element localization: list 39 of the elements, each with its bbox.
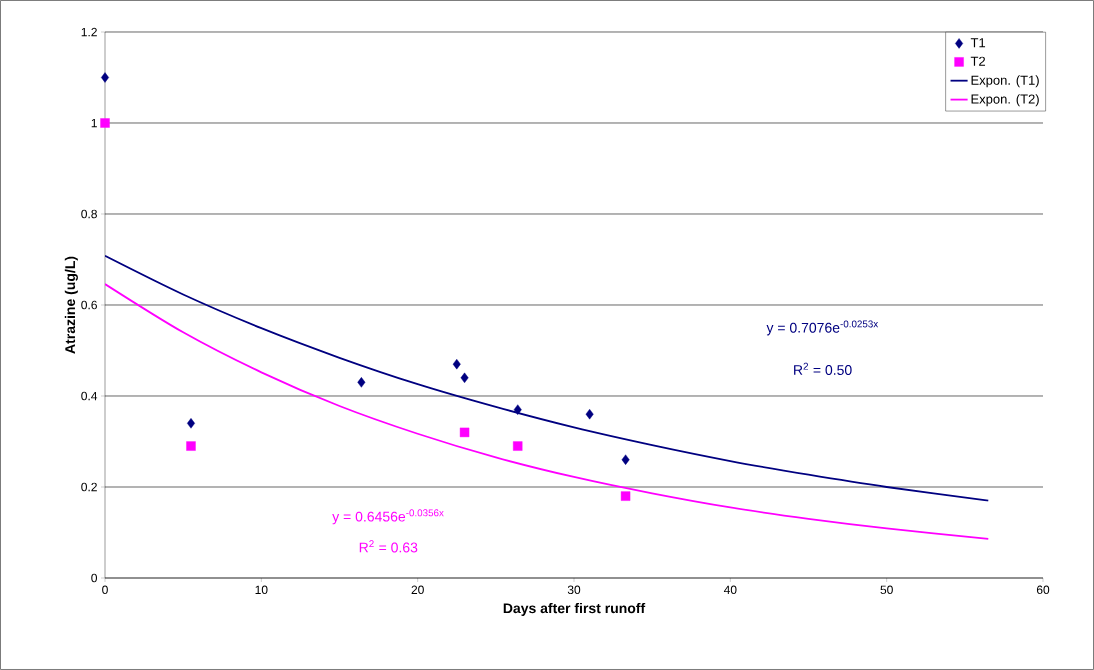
point	[357, 377, 366, 388]
point	[620, 491, 631, 501]
y-tick-label: 0	[91, 573, 98, 583]
point	[460, 372, 469, 383]
point	[187, 418, 195, 429]
line-series	[105, 283, 990, 540]
x-tick-label: 0	[102, 585, 108, 595]
y-tick-label: 0.4	[81, 391, 98, 401]
y-tick-label: 0.6	[81, 300, 97, 310]
annotation: R$^{2}$ = 0.50	[794, 362, 852, 375]
x-tick-label: 60	[1036, 585, 1050, 595]
y-axis-title: Atrazine (ug/L)	[64, 256, 78, 354]
x-tick-label: 10	[255, 585, 268, 595]
x-tick-label: 30	[567, 585, 581, 595]
point	[621, 454, 630, 465]
y-tick-label: 1	[91, 118, 97, 128]
x-tick-label: 50	[880, 585, 893, 595]
x-axis-title: Days after first runoff	[503, 602, 646, 616]
point	[513, 441, 523, 451]
point	[513, 404, 522, 415]
point	[452, 358, 461, 370]
x-tick-label: 40	[723, 585, 737, 595]
point	[101, 72, 109, 83]
annotation: R$^{2}$ = 0.63	[359, 540, 418, 553]
point	[459, 427, 470, 438]
line-series	[105, 254, 990, 502]
legend-label: T2	[970, 56, 986, 66]
legend-label: Expon. (T2)	[971, 94, 1039, 107]
annotation: y = 0.6456e$^{-0.0356x}$	[332, 509, 444, 525]
point	[100, 118, 110, 128]
point	[186, 441, 196, 451]
y-tick-label: 0.8	[81, 209, 97, 219]
y-tick-label: 1.2	[81, 27, 97, 37]
annotation: y = 0.7076e$^{-0.0253x}$	[766, 320, 879, 336]
legend-label: Expon. (T1)	[971, 75, 1039, 88]
legend-label: T1	[970, 38, 986, 48]
point	[585, 409, 594, 420]
x-tick-label: 20	[411, 585, 424, 595]
y-tick-label: 0.2	[81, 482, 97, 492]
